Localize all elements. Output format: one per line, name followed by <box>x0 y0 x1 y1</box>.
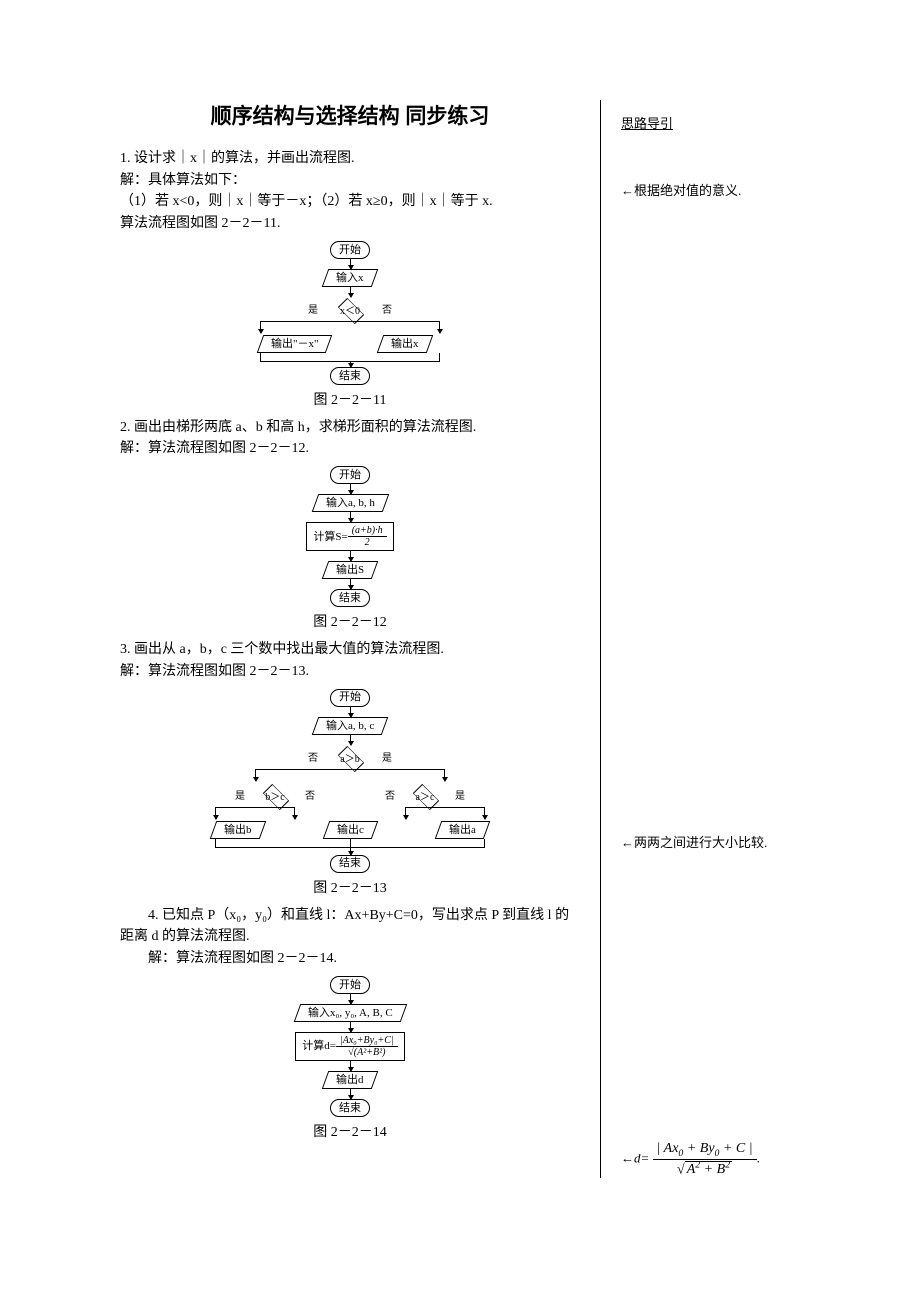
caption-2-2-14: 图 2－2－14 <box>120 1121 580 1141</box>
fc1-decision: x＜0 <box>328 297 372 321</box>
fc1-no-label: 否 <box>382 301 392 316</box>
fc3-end: 结束 <box>330 855 370 873</box>
fc2-input: 输入a, b, h <box>311 494 388 512</box>
page: 顺序结构与选择结构 同步练习 1. 设计求｜x｜的算法，并画出流程图. 解：具体… <box>0 0 920 1218</box>
q2-text: 2. 画出由梯形两底 a、b 和高 h，求梯形面积的算法流程图. <box>120 417 580 439</box>
q3-sol-ref: 解：算法流程图如图 2－2－13. <box>120 661 580 683</box>
fc3-input: 输入a, b, c <box>312 717 389 735</box>
fc3-d3-no: 否 <box>385 787 395 802</box>
figure-2-2-13: 开始 输入a, b, c a＞b 否 是 <box>120 689 580 873</box>
main-column: 顺序结构与选择结构 同步练习 1. 设计求｜x｜的算法，并画出流程图. 解：具体… <box>120 100 600 1178</box>
fc2-end: 结束 <box>330 589 370 607</box>
fc3-start: 开始 <box>330 689 370 707</box>
page-title: 顺序结构与选择结构 同步练习 <box>120 100 580 130</box>
q3-text: 3. 画出从 a，b，c 三个数中找出最大值的算法流程图. <box>120 639 580 661</box>
fc3-d1: a＞b <box>328 745 372 769</box>
fc3-out-a: 输出a <box>435 821 490 839</box>
caption-2-2-11: 图 2－2－11 <box>120 389 580 409</box>
fc3-d1-no: 否 <box>308 749 318 764</box>
fc2-calc: 计算S= (a+b)·h 2 <box>306 522 393 551</box>
figure-2-2-12: 开始 输入a, b, h 计算S= (a+b)·h 2 输出S 结束 <box>120 466 580 607</box>
q1-sol-steps: （1）若 x<0，则｜x｜等于－x；（2）若 x≥0，则｜x｜等于 x. <box>120 191 580 213</box>
fc4-end: 结束 <box>330 1099 370 1117</box>
side-note-1: ←根据绝对值的意义. <box>621 180 841 199</box>
fc3-d3: a＞c <box>403 783 447 807</box>
side-heading: 思路导引 <box>621 113 841 132</box>
q4-text: 4. 已知点 P（x₀，y₀）和直线 l：Ax+By+C=0，写出求点 P 到直… <box>120 905 580 948</box>
fc3-d3-yes: 是 <box>455 787 465 802</box>
fc1-start: 开始 <box>330 241 370 259</box>
caption-2-2-13: 图 2－2－13 <box>120 877 580 897</box>
fc2-output: 输出S <box>322 561 379 579</box>
fc4-start: 开始 <box>330 976 370 994</box>
fc1-out-left: 输出"－x" <box>257 335 333 353</box>
side-note-4: ←d= | Ax0 + By0 + C | √A2 + B2 . <box>621 1141 841 1178</box>
q1-text: 1. 设计求｜x｜的算法，并画出流程图. <box>120 148 580 170</box>
fc1-yes-label: 是 <box>308 301 318 316</box>
fc2-start: 开始 <box>330 466 370 484</box>
fc3-d2: b＞c <box>253 783 297 807</box>
fc3-d2-no: 否 <box>305 787 315 802</box>
fc3-d1-yes: 是 <box>382 749 392 764</box>
fc4-output: 输出d <box>322 1071 378 1089</box>
side-note-3: ←两两之间进行大小比较. <box>621 832 841 851</box>
q1-sol-ref: 算法流程图如图 2－2－11. <box>120 213 580 235</box>
side-column: 思路导引 ←根据绝对值的意义. ←两两之间进行大小比较. ←d= | Ax0 +… <box>600 100 841 1178</box>
fc4-input: 输入x₀, y₀, A, B, C <box>293 1004 406 1022</box>
q4-sol-ref: 解：算法流程图如图 2－2－14. <box>120 948 580 970</box>
fc3-d2-yes: 是 <box>235 787 245 802</box>
fc1-end: 结束 <box>330 367 370 385</box>
fc1-input: 输入x <box>322 269 378 287</box>
caption-2-2-12: 图 2－2－12 <box>120 611 580 631</box>
q1-sol-intro: 解：具体算法如下： <box>120 170 580 192</box>
fc4-calc: 计算d= |Ax₀+By₀+C| √(A²+B²) <box>295 1032 404 1061</box>
fc3-out-c: 输出c <box>322 821 377 839</box>
figure-2-2-11: 开始 输入x x＜0 是 否 输出"－x" <box>120 241 580 385</box>
figure-2-2-14: 开始 输入x₀, y₀, A, B, C 计算d= |Ax₀+By₀+C| √(… <box>120 976 580 1117</box>
q2-sol-ref: 解：算法流程图如图 2－2－12. <box>120 438 580 460</box>
fc1-out-right: 输出x <box>377 335 433 353</box>
fc3-out-b: 输出b <box>209 821 265 839</box>
